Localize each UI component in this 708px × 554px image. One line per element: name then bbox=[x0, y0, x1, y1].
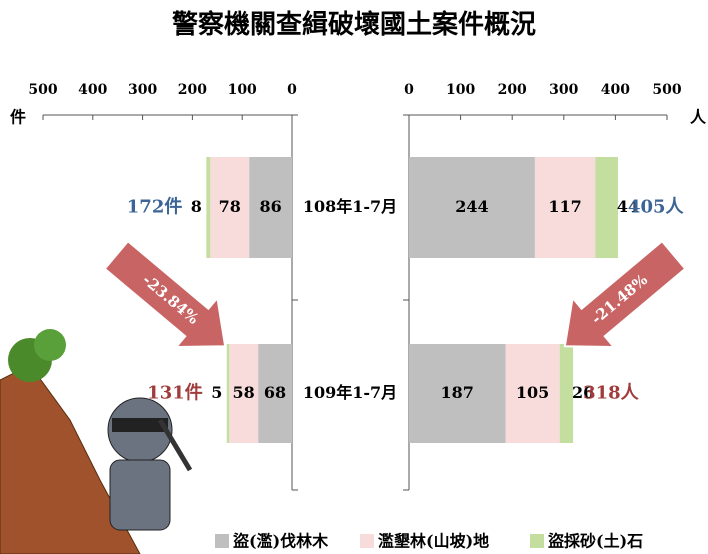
total-label: 405人 bbox=[628, 197, 685, 218]
legend-label: 盜採砂(土)石 bbox=[548, 532, 643, 551]
unit-label: 人 bbox=[690, 108, 707, 127]
total-label: 172件 bbox=[127, 196, 183, 218]
x-tick-label: 400 bbox=[78, 82, 107, 98]
value-label: 78 bbox=[219, 197, 241, 216]
category-label: 109年1-7月 bbox=[303, 383, 397, 402]
total-label: 318人 bbox=[583, 383, 640, 404]
value-label: 58 bbox=[233, 383, 255, 402]
x-tick-label: 500 bbox=[652, 82, 681, 98]
x-tick-label: 100 bbox=[446, 82, 475, 98]
category-label: 108年1-7月 bbox=[303, 197, 397, 216]
x-tick-label: 300 bbox=[549, 82, 578, 98]
bar-segment bbox=[595, 157, 618, 258]
value-label: 117 bbox=[548, 197, 581, 216]
x-tick-label: 200 bbox=[498, 82, 527, 98]
x-tick-label: 300 bbox=[128, 82, 157, 98]
value-label: 86 bbox=[259, 197, 281, 216]
x-tick-label: 0 bbox=[404, 82, 414, 98]
value-label: 187 bbox=[441, 383, 474, 402]
legend-swatch bbox=[530, 534, 544, 548]
total-label: 131件 bbox=[147, 382, 203, 404]
value-label: 68 bbox=[264, 383, 286, 402]
legend-label: 盜(濫)伐林木 bbox=[233, 532, 329, 551]
value-label: 105 bbox=[516, 383, 549, 402]
legend-swatch bbox=[360, 534, 374, 548]
x-tick-label: 500 bbox=[28, 82, 57, 98]
legend-swatch bbox=[215, 534, 229, 548]
unit-label: 件 bbox=[10, 108, 26, 127]
bar-segment bbox=[206, 157, 210, 258]
bar-segment bbox=[227, 344, 229, 443]
chart: 警察機關查緝破壞國土案件概況 500 400 300 200 100 0 件 86 78 8 172… bbox=[0, 0, 708, 554]
value-label: 5 bbox=[211, 383, 222, 402]
x-tick-label: 100 bbox=[228, 82, 257, 98]
x-tick-label: 200 bbox=[178, 82, 207, 98]
illustration bbox=[0, 329, 190, 554]
chart-title: 警察機關查緝破壞國土案件概況 bbox=[172, 9, 536, 40]
value-label: 244 bbox=[455, 197, 488, 216]
value-label: 8 bbox=[191, 197, 202, 216]
x-tick-label: 0 bbox=[287, 82, 297, 98]
legend-label: 濫墾林(山坡)地 bbox=[378, 532, 489, 551]
x-tick-label: 400 bbox=[601, 82, 630, 98]
